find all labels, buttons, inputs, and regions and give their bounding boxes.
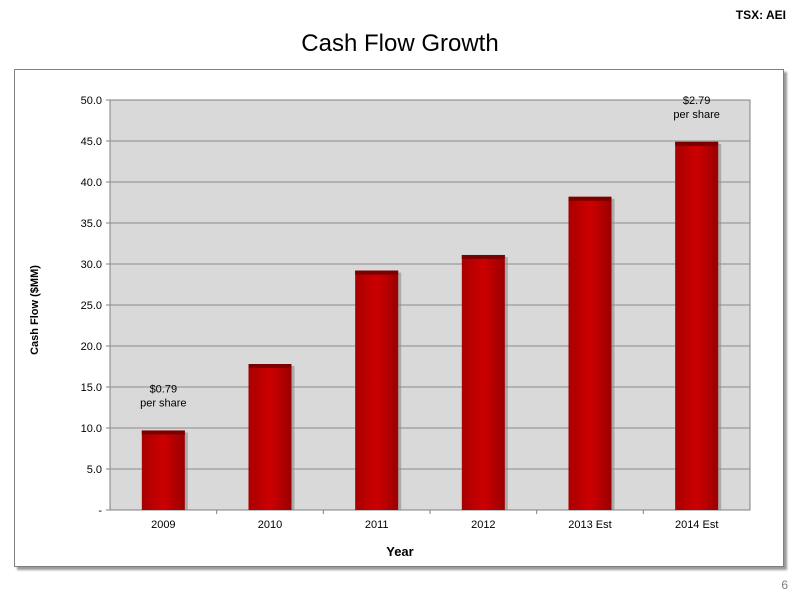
y-tick-label: 5.0	[87, 464, 102, 476]
bar-2014-est	[675, 141, 719, 510]
x-tick-label: 2010	[258, 519, 282, 531]
bar-top-edge	[248, 364, 292, 369]
ticker-label: TSX: AEI	[735, 8, 786, 22]
annotation-value: $2.79	[683, 95, 711, 107]
bar-top-edge	[675, 141, 719, 146]
y-tick-label: -	[98, 505, 102, 517]
y-tick-label: 50.0	[81, 95, 102, 107]
x-tick-label: 2011	[365, 519, 389, 531]
bar-top-edge	[141, 430, 185, 435]
bar-2012	[461, 254, 505, 510]
annotation-value: $0.79	[150, 383, 178, 395]
annotation-unit: per share	[140, 397, 186, 409]
page-number: 6	[781, 578, 788, 592]
y-tick-label: 25.0	[81, 300, 102, 312]
y-tick-label: 45.0	[81, 136, 102, 148]
bar-top-edge	[355, 270, 399, 275]
y-tick-label: 20.0	[81, 341, 102, 353]
x-tick-label: 2009	[151, 519, 175, 531]
y-tick-label: 35.0	[81, 218, 102, 230]
bar-2010	[248, 364, 292, 510]
y-tick-label: 30.0	[81, 259, 102, 271]
x-axis-title: Year	[386, 544, 413, 559]
slide-title: Cash Flow Growth	[301, 30, 499, 57]
x-tick-label: 2014 Est	[675, 519, 718, 531]
x-tick-label: 2013 Est	[568, 519, 611, 531]
annotations: $0.79 per share $2.79 per share	[140, 95, 720, 410]
bar-2009	[141, 430, 185, 510]
gridlines	[110, 140, 750, 470]
y-axis-title: Cash Flow ($MM)	[29, 265, 41, 355]
y-tick-label: 15.0	[81, 382, 102, 394]
bar-2013-est	[568, 196, 612, 510]
y-tick-label: 40.0	[81, 177, 102, 189]
y-tick-label: 10.0	[81, 423, 102, 435]
annotation-unit: per share	[673, 109, 719, 121]
x-axis-ticks: 2009 2010 2011 2012 2013 Est 2014 Est	[151, 510, 718, 531]
y-axis-ticks: - 5.0 10.0 15.0 20.0 25.0 30.0 35.0 40.0 45.0 50.0	[81, 95, 110, 517]
bars	[141, 141, 722, 510]
bar-top-edge	[461, 254, 505, 259]
bar-2011	[355, 270, 399, 510]
bar-top-edge	[568, 196, 612, 201]
x-tick-label: 2012	[471, 519, 495, 531]
